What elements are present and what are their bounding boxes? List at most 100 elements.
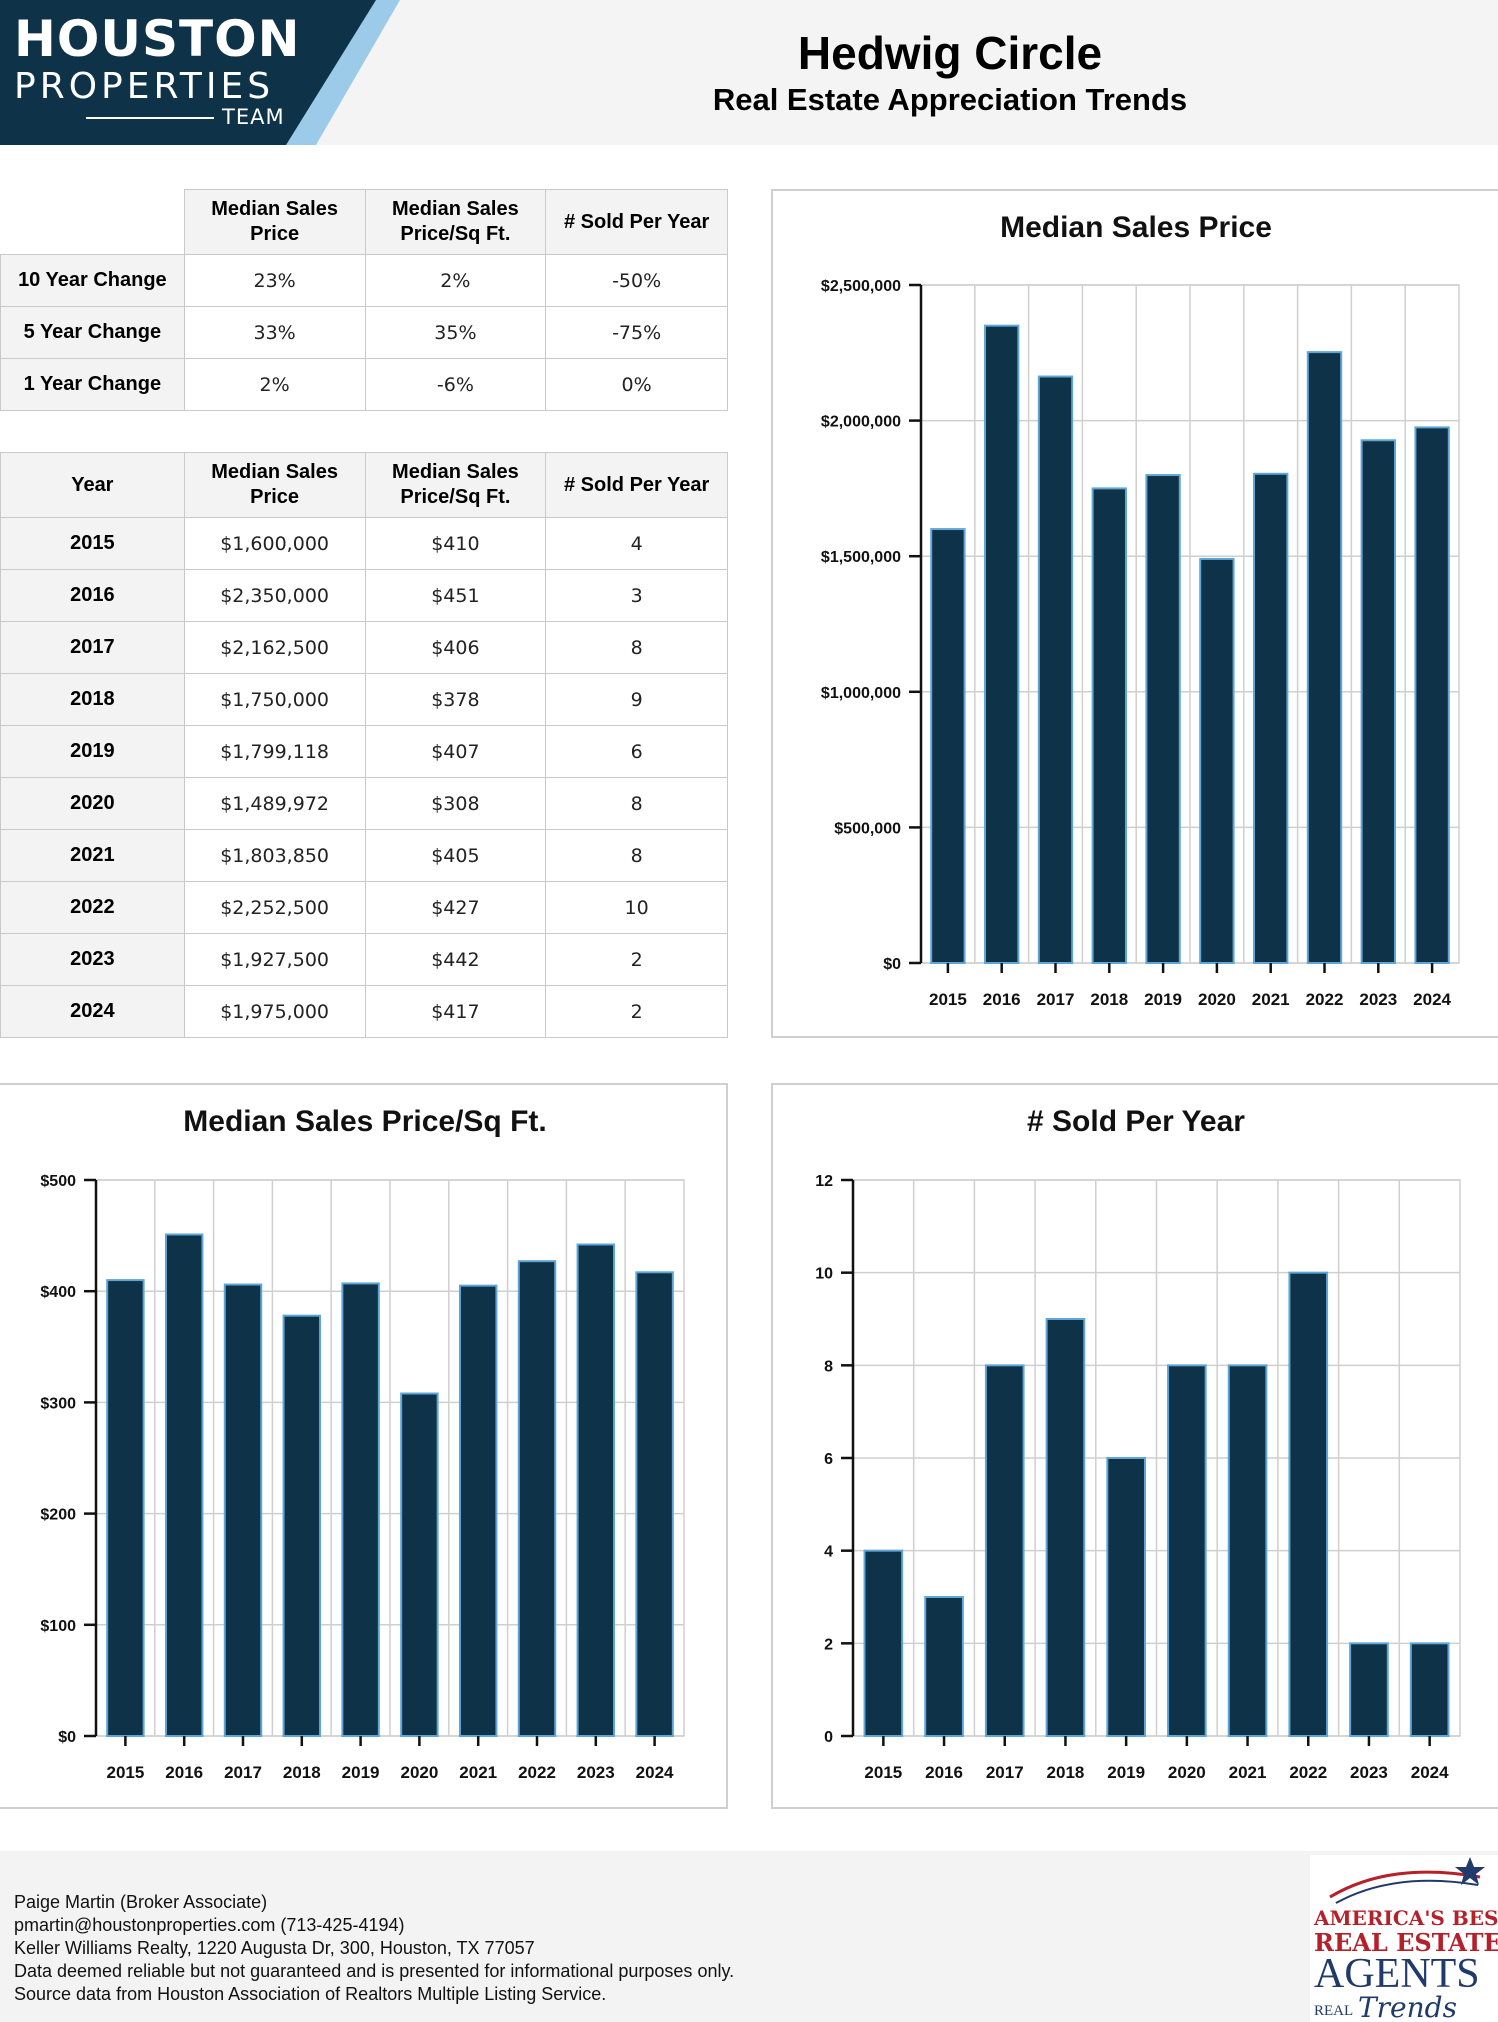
price-cell: $1,750,000 (183, 673, 366, 726)
x-tick-label: 2024 (1413, 990, 1451, 1009)
logo-wordmark-properties: PROPERTIES (14, 66, 275, 107)
sqft-cell: $406 (364, 621, 547, 674)
y-tick-label: $500 (40, 1173, 76, 1190)
bar-2021 (458, 1284, 498, 1737)
price-cell: $2,252,500 (183, 881, 366, 934)
change-sqft-cell: -6% (364, 358, 547, 411)
year-cell: 2017 (0, 621, 185, 674)
sold-cell: 6 (545, 725, 728, 778)
bar-2022 (1288, 1271, 1329, 1738)
yearly-table-header-year: Year (0, 452, 185, 518)
bar-2020 (1167, 1364, 1207, 1737)
change-table-header-sold: # Sold Per Year (545, 189, 728, 255)
change-row-label: 5 Year Change (0, 306, 185, 359)
price-cell: $1,927,500 (183, 933, 366, 986)
bar-2019 (1145, 474, 1181, 964)
x-tick-label: 2016 (925, 1763, 963, 1782)
bar-2018 (282, 1314, 322, 1737)
y-tick-label: $400 (40, 1284, 76, 1301)
change-table-row: 5 Year Change 33% 35% -75% (0, 306, 728, 359)
sold-cell: 8 (545, 777, 728, 830)
median-price-per-sqft-chart-svg: Median Sales Price/Sq Ft. $0 $100 $200 $300 $… (40, 1105, 685, 1782)
badge-line-3: AGENTS (1314, 1951, 1480, 1997)
bar-2018 (1045, 1318, 1086, 1737)
x-tick-label: 2024 (636, 1763, 674, 1782)
x-tick-label: 2022 (518, 1763, 556, 1782)
bar-2015 (930, 528, 966, 964)
sold-cell: 8 (545, 621, 728, 674)
x-tick-label: 2019 (1107, 1763, 1145, 1782)
change-table: Median Sales Price Median Sales Price/Sq… (0, 189, 728, 411)
sqft-cell: $417 (364, 985, 547, 1038)
houston-properties-logo: HOUSTON PROPERTIES TEAM (0, 0, 400, 145)
x-tick-label: 2017 (986, 1763, 1024, 1782)
price-cell: $2,162,500 (183, 621, 366, 674)
sold-cell: 2 (545, 933, 728, 986)
change-table-row: 10 Year Change 23% 2% -50% (0, 254, 728, 307)
bar-2019 (1106, 1457, 1146, 1737)
y-tick-label: $100 (40, 1618, 76, 1635)
page-footer: Paige Martin (Broker Associate) pmartin@… (0, 1851, 1498, 2022)
change-price-cell: 2% (183, 358, 366, 411)
x-tick-label: 2016 (983, 990, 1021, 1009)
star-icon (1455, 1857, 1485, 1885)
price-cell: $1,803,850 (183, 829, 366, 882)
y-tick-label: 4 (824, 1544, 833, 1561)
x-tick-label: 2020 (1168, 1763, 1206, 1782)
bar-2023 (1360, 439, 1396, 964)
bar-2023 (1349, 1642, 1389, 1737)
bar-2016 (924, 1596, 964, 1737)
sqft-cell: $410 (364, 517, 547, 570)
sqft-cell: $405 (364, 829, 547, 882)
y-tick-label: 8 (824, 1358, 833, 1375)
y-tick-label: $200 (40, 1507, 76, 1524)
bar-2017 (223, 1283, 263, 1737)
x-tick-label: 2017 (1037, 990, 1075, 1009)
yearly-table-row: 2017 $2,162,500 $406 8 (0, 621, 728, 674)
sqft-cell: $451 (364, 569, 547, 622)
sold-cell: 2 (545, 985, 728, 1038)
change-table-header-sqft: Median Sales Price/Sq Ft. (364, 189, 547, 255)
yearly-table-row: 2024 $1,975,000 $417 2 (0, 985, 728, 1038)
yearly-table-row: 2023 $1,927,500 $442 2 (0, 933, 728, 986)
price-cell: $2,350,000 (183, 569, 366, 622)
bar-2017 (1037, 375, 1074, 964)
change-price-cell: 33% (183, 306, 366, 359)
x-tick-label: 2019 (1144, 990, 1182, 1009)
yearly-table-header-sqft: Median Sales Price/Sq Ft. (364, 452, 547, 518)
change-row-label: 10 Year Change (0, 254, 185, 307)
x-tick-label: 2022 (1306, 990, 1344, 1009)
x-tick-label: 2020 (1198, 990, 1236, 1009)
y-tick-label: $1,000,000 (821, 685, 901, 702)
sold-cell: 4 (545, 517, 728, 570)
x-tick-label: 2022 (1289, 1763, 1327, 1782)
x-tick-label: 2023 (1359, 990, 1397, 1009)
yearly-table-row: 2015 $1,600,000 $410 4 (0, 517, 728, 570)
x-tick-label: 2024 (1411, 1763, 1449, 1782)
yearly-table-row: 2019 $1,799,118 $407 6 (0, 725, 728, 778)
y-tick-label: 2 (824, 1636, 833, 1653)
year-cell: 2024 (0, 985, 185, 1038)
badge-line-5: Trends (1358, 1991, 1457, 2022)
sold-per-year-chart: # Sold Per Year 0 2 4 6 8 10 12 2015 2016 2017 2018… (771, 1083, 1498, 1809)
bar-2023 (576, 1243, 616, 1737)
change-sold-cell: -50% (545, 254, 728, 307)
logo-wordmark-houston: HOUSTON (14, 10, 301, 68)
change-sqft-cell: 35% (364, 306, 547, 359)
footer-contact-block: Paige Martin (Broker Associate) pmartin@… (14, 1891, 734, 2006)
x-tick-label: 2019 (342, 1763, 380, 1782)
price-cell: $1,489,972 (183, 777, 366, 830)
year-cell: 2018 (0, 673, 185, 726)
yearly-table-header-row: Year Median Sales Price Median Sales Pri… (0, 452, 728, 518)
sold-cell: 8 (545, 829, 728, 882)
x-tick-label: 2015 (929, 990, 967, 1009)
change-row-label: 1 Year Change (0, 358, 185, 411)
x-tick-label: 2018 (1090, 990, 1128, 1009)
yearly-table-row: 2016 $2,350,000 $451 3 (0, 569, 728, 622)
bar-2024 (1409, 1642, 1450, 1737)
page-header: HOUSTON PROPERTIES TEAM Hedwig Circle Re… (0, 0, 1498, 145)
y-tick-label: 6 (824, 1451, 833, 1468)
footer-source: Source data from Houston Association of … (14, 1984, 607, 2004)
bar-2024 (1414, 426, 1450, 964)
footer-brokerage: Keller Williams Realty, 1220 Augusta Dr,… (14, 1938, 535, 1958)
